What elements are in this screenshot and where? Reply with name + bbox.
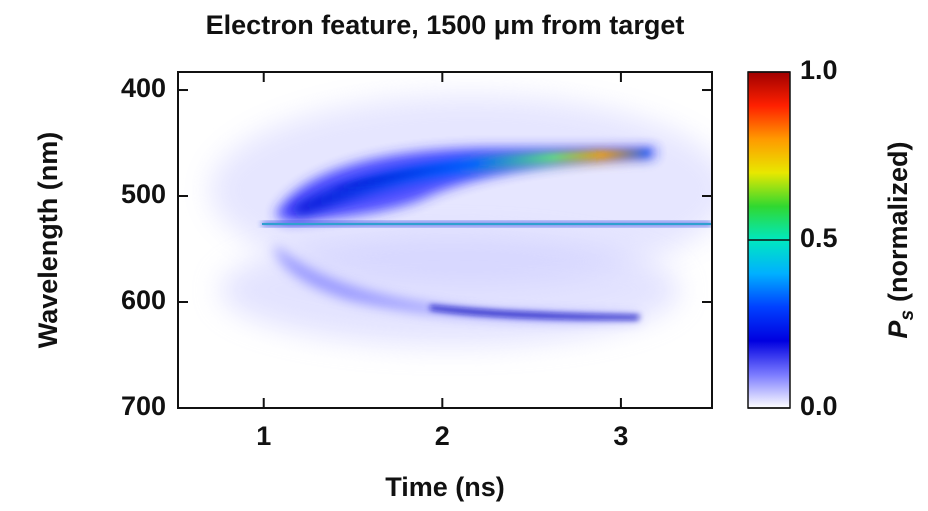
y-tick-label: 500	[121, 179, 166, 209]
heatmap-image	[178, 72, 712, 408]
x-tick-label: 1	[256, 421, 271, 451]
x-axis-label: Time (ns)	[385, 472, 505, 502]
colorbar-subscript: s	[897, 310, 918, 321]
x-tick-label: 3	[613, 421, 628, 451]
plot-frame	[177, 71, 713, 409]
chart-title: Electron feature, 1500 μm from target	[206, 10, 685, 40]
x-tick-label: 2	[435, 421, 450, 451]
y-tick-label: 400	[121, 73, 166, 103]
colorbar-tick-label: 0.5	[800, 223, 838, 253]
y-axis-label: Wavelength (nm)	[33, 132, 63, 349]
y-tick-label: 700	[121, 391, 166, 421]
colorbar-label: Ps (normalized)	[883, 141, 918, 338]
colorbar-tick-label: 1.0	[800, 55, 838, 85]
y-tick-label: 600	[121, 285, 166, 315]
colorbar-symbol: P	[883, 320, 913, 339]
colorbar-text: (normalized)	[883, 141, 913, 302]
colorbar-tick-label: 0.0	[800, 391, 838, 421]
